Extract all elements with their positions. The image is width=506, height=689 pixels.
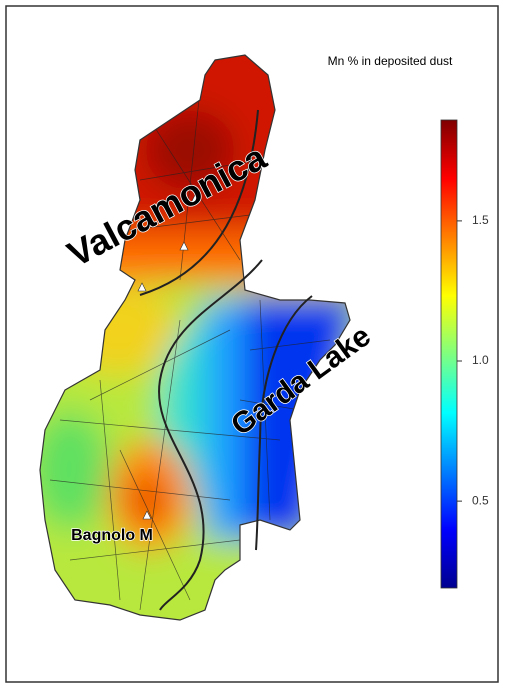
map-title: Mn % in deposited dust xyxy=(328,54,453,68)
frame xyxy=(5,5,499,683)
colorbar-tick-label: 0.5 xyxy=(472,493,489,507)
fault-lines xyxy=(139,109,313,611)
place-label: Bagnolo M xyxy=(71,527,153,544)
colorbar-tick-label: 1.0 xyxy=(472,353,489,367)
sampling-sites xyxy=(137,194,200,520)
colorbar-tick-label: 1.5 xyxy=(472,213,489,227)
colorbar xyxy=(440,119,458,589)
